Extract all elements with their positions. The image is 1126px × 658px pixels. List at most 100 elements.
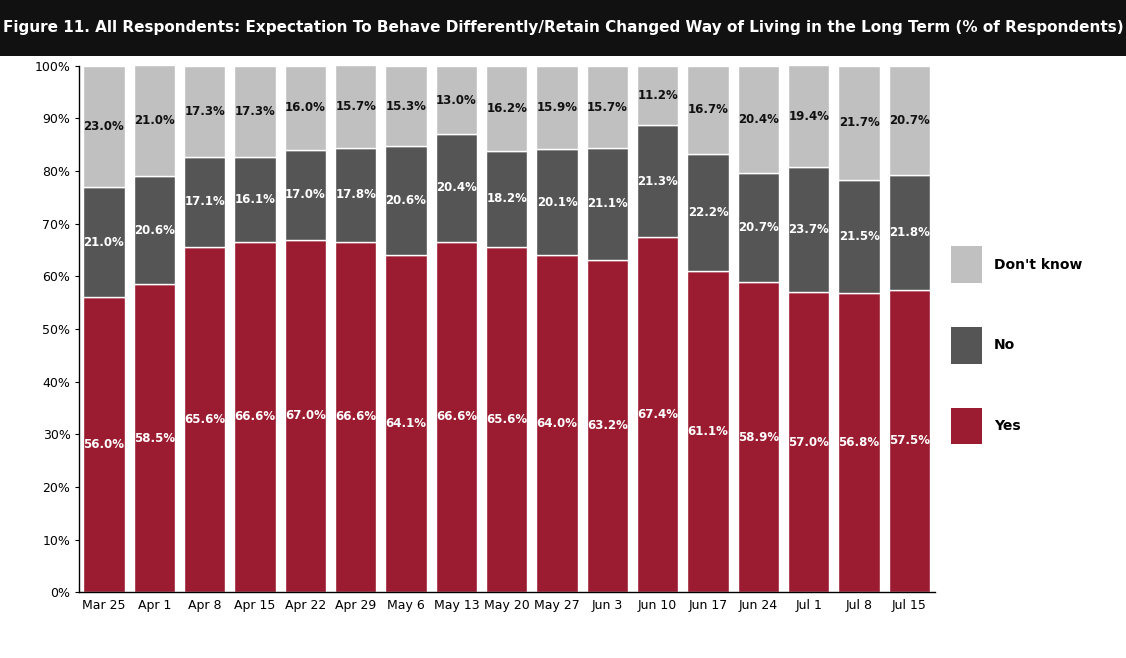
Bar — [184, 66, 225, 157]
Bar — [486, 151, 527, 247]
Text: 21.0%: 21.0% — [83, 236, 124, 249]
Bar — [336, 65, 376, 148]
Bar — [839, 293, 879, 592]
Bar — [285, 150, 327, 240]
Bar — [788, 65, 830, 167]
Bar — [738, 282, 779, 592]
Bar — [536, 149, 578, 255]
Text: 17.3%: 17.3% — [185, 105, 225, 118]
Bar — [336, 148, 376, 241]
Bar — [486, 66, 527, 151]
Text: 17.8%: 17.8% — [336, 188, 376, 201]
Text: 11.2%: 11.2% — [637, 89, 678, 102]
FancyBboxPatch shape — [951, 327, 982, 364]
Bar — [738, 173, 779, 282]
Text: 21.7%: 21.7% — [839, 116, 879, 130]
Text: 20.1%: 20.1% — [537, 196, 578, 209]
Text: 21.8%: 21.8% — [888, 226, 930, 239]
Bar — [436, 66, 477, 134]
Text: Yes: Yes — [993, 419, 1020, 433]
Bar — [788, 292, 830, 592]
Text: 23.7%: 23.7% — [788, 223, 829, 236]
Text: 56.8%: 56.8% — [839, 436, 879, 449]
Bar — [134, 284, 175, 592]
Text: 20.7%: 20.7% — [890, 114, 930, 127]
Text: 56.0%: 56.0% — [83, 438, 125, 451]
Text: 61.1%: 61.1% — [688, 425, 729, 438]
Bar — [83, 187, 125, 297]
Bar — [839, 66, 879, 180]
Text: 13.0%: 13.0% — [436, 93, 476, 107]
Text: 16.1%: 16.1% — [234, 193, 276, 206]
Text: Don't know: Don't know — [993, 258, 1082, 272]
FancyBboxPatch shape — [951, 247, 982, 283]
Text: 66.6%: 66.6% — [336, 411, 376, 423]
Text: 65.6%: 65.6% — [486, 413, 527, 426]
Text: 66.6%: 66.6% — [234, 411, 276, 423]
Text: 20.6%: 20.6% — [134, 224, 175, 236]
Text: 18.2%: 18.2% — [486, 193, 527, 205]
Text: 64.0%: 64.0% — [536, 417, 578, 430]
Bar — [385, 255, 427, 592]
Text: 17.0%: 17.0% — [285, 188, 325, 201]
Text: 20.6%: 20.6% — [385, 194, 427, 207]
Text: 17.1%: 17.1% — [185, 195, 225, 209]
Text: 17.3%: 17.3% — [234, 105, 276, 118]
Bar — [436, 134, 477, 241]
Bar — [536, 255, 578, 592]
Text: 20.4%: 20.4% — [738, 113, 779, 126]
Text: 16.0%: 16.0% — [285, 101, 325, 114]
Text: 58.5%: 58.5% — [134, 432, 175, 445]
Bar — [587, 149, 628, 259]
Bar — [637, 125, 678, 238]
Text: 20.4%: 20.4% — [436, 182, 476, 194]
Bar — [385, 66, 427, 146]
Text: 57.0%: 57.0% — [788, 436, 829, 449]
Bar — [184, 247, 225, 592]
Bar — [83, 297, 125, 592]
Bar — [336, 241, 376, 592]
Bar — [134, 176, 175, 284]
Bar — [83, 66, 125, 187]
Text: 22.2%: 22.2% — [688, 206, 729, 218]
Text: 67.0%: 67.0% — [285, 409, 325, 422]
Text: 21.3%: 21.3% — [637, 175, 678, 188]
Text: 66.6%: 66.6% — [436, 411, 477, 423]
Bar — [587, 66, 628, 149]
Bar — [738, 66, 779, 173]
Bar — [839, 180, 879, 293]
Bar — [234, 66, 276, 157]
Text: 16.7%: 16.7% — [688, 103, 729, 116]
Bar — [687, 66, 729, 154]
Text: 16.2%: 16.2% — [486, 102, 527, 115]
Bar — [888, 290, 930, 592]
Bar — [687, 154, 729, 270]
Bar — [134, 65, 175, 176]
Text: 20.7%: 20.7% — [738, 221, 779, 234]
Text: No: No — [993, 338, 1015, 353]
Text: 67.4%: 67.4% — [637, 409, 678, 421]
Text: 21.0%: 21.0% — [134, 114, 175, 127]
Bar — [888, 66, 930, 175]
Bar — [587, 259, 628, 592]
Text: 65.6%: 65.6% — [185, 413, 225, 426]
Text: 23.0%: 23.0% — [83, 120, 124, 133]
Text: 15.3%: 15.3% — [385, 99, 427, 113]
Bar — [788, 167, 830, 292]
Text: Figure 11. All Respondents: Expectation To Behave Differently/Retain Changed Way: Figure 11. All Respondents: Expectation … — [2, 20, 1124, 36]
Text: 21.5%: 21.5% — [839, 230, 879, 243]
Text: 21.1%: 21.1% — [587, 197, 628, 211]
Text: 63.2%: 63.2% — [587, 419, 628, 432]
Text: 57.5%: 57.5% — [888, 434, 930, 447]
Bar — [888, 175, 930, 290]
Bar — [536, 66, 578, 149]
Bar — [234, 157, 276, 241]
Bar — [637, 238, 678, 592]
Bar — [184, 157, 225, 247]
Text: 58.9%: 58.9% — [738, 431, 779, 443]
Bar — [385, 146, 427, 255]
Bar — [234, 241, 276, 592]
Text: 15.9%: 15.9% — [536, 101, 578, 114]
Bar — [285, 240, 327, 592]
FancyBboxPatch shape — [951, 407, 982, 445]
